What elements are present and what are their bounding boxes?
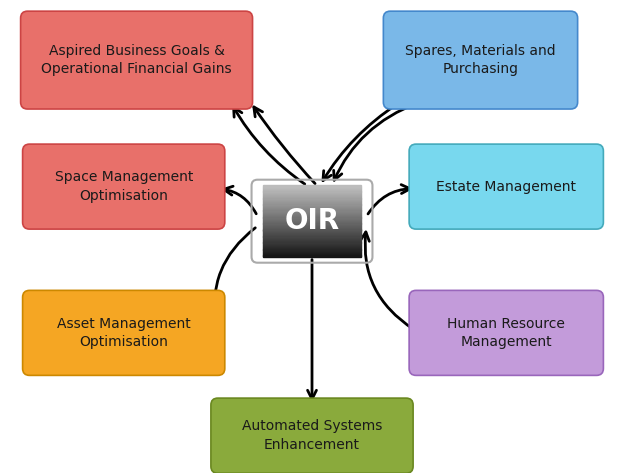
Bar: [264, 247, 361, 248]
Bar: [264, 218, 361, 220]
Bar: [264, 237, 361, 238]
Text: Estate Management: Estate Management: [436, 179, 576, 194]
Bar: [264, 218, 361, 219]
Bar: [264, 198, 361, 200]
Bar: [264, 244, 361, 245]
FancyBboxPatch shape: [383, 11, 578, 109]
Bar: [264, 191, 361, 193]
Bar: [264, 242, 361, 244]
Bar: [264, 227, 361, 228]
Bar: [264, 241, 361, 243]
Bar: [264, 210, 361, 212]
Bar: [264, 194, 361, 195]
Bar: [264, 246, 361, 248]
Text: OIR: OIR: [284, 207, 339, 235]
Bar: [264, 197, 361, 198]
Bar: [264, 211, 361, 213]
Bar: [264, 235, 361, 237]
Bar: [264, 221, 361, 222]
Bar: [264, 228, 361, 229]
Bar: [264, 240, 361, 241]
Bar: [264, 204, 361, 206]
Bar: [264, 196, 361, 198]
Bar: [264, 252, 361, 253]
Bar: [264, 245, 361, 246]
Bar: [264, 234, 361, 236]
Bar: [264, 225, 361, 226]
Bar: [264, 215, 361, 217]
Text: Automated Systems
Enhancement: Automated Systems Enhancement: [242, 419, 382, 452]
FancyBboxPatch shape: [22, 290, 225, 376]
Bar: [264, 201, 361, 202]
Bar: [264, 203, 361, 205]
FancyBboxPatch shape: [409, 290, 603, 376]
FancyBboxPatch shape: [21, 11, 252, 109]
Bar: [264, 220, 361, 221]
Bar: [264, 251, 361, 252]
Text: Space Management
Optimisation: Space Management Optimisation: [54, 170, 193, 203]
Bar: [264, 195, 361, 196]
Bar: [264, 226, 361, 227]
Bar: [264, 192, 361, 194]
Bar: [264, 223, 361, 225]
Bar: [264, 233, 361, 234]
Text: Asset Management
Optimisation: Asset Management Optimisation: [57, 317, 191, 349]
FancyBboxPatch shape: [211, 398, 413, 473]
Text: Aspired Business Goals &
Operational Financial Gains: Aspired Business Goals & Operational Fin…: [41, 44, 232, 76]
Bar: [264, 229, 361, 231]
Bar: [264, 249, 361, 251]
FancyBboxPatch shape: [22, 144, 225, 229]
Bar: [264, 232, 361, 233]
Bar: [264, 188, 361, 189]
Bar: [264, 213, 361, 214]
Bar: [264, 208, 361, 209]
Bar: [264, 186, 361, 187]
Bar: [264, 230, 361, 232]
Bar: [264, 238, 361, 239]
Text: Human Resource
Management: Human Resource Management: [448, 317, 565, 349]
Bar: [264, 214, 361, 215]
Bar: [264, 216, 361, 218]
Bar: [264, 189, 361, 190]
Bar: [264, 199, 361, 201]
Bar: [264, 202, 361, 203]
Bar: [264, 254, 361, 256]
Bar: [264, 253, 361, 254]
Bar: [264, 248, 361, 250]
Bar: [264, 187, 361, 188]
Bar: [264, 209, 361, 210]
Bar: [264, 222, 361, 224]
Bar: [264, 239, 361, 240]
Bar: [264, 206, 361, 207]
Bar: [264, 256, 361, 257]
FancyBboxPatch shape: [409, 144, 603, 229]
Bar: [264, 207, 361, 208]
Text: Spares, Materials and
Purchasing: Spares, Materials and Purchasing: [405, 44, 556, 76]
Bar: [264, 190, 361, 191]
